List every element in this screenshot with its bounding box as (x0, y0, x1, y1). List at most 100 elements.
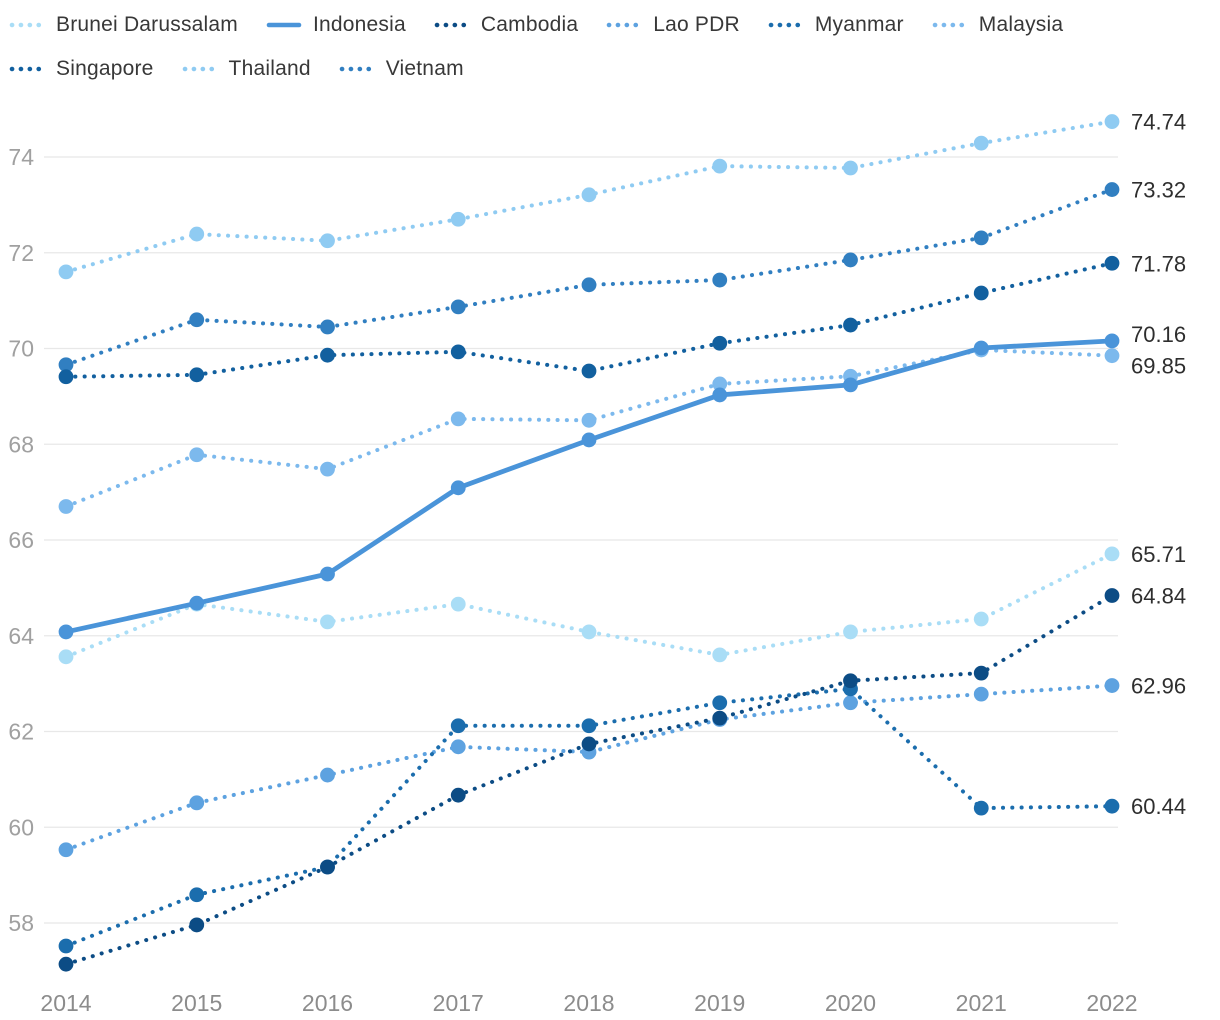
data-point-singapore-2014[interactable] (58, 369, 74, 385)
series-line-lao-pdr (58, 678, 1120, 858)
data-point-singapore-2020[interactable] (843, 317, 858, 333)
data-point-brunei-darussalam-2019[interactable] (712, 647, 728, 663)
legend-item-vietnam[interactable]: Vietnam (338, 57, 464, 81)
data-point-myanmar-2022[interactable] (1104, 798, 1120, 814)
data-point-vietnam-2020[interactable] (843, 252, 858, 268)
data-point-malaysia-2018[interactable] (581, 412, 597, 428)
data-point-lao-pdr-2021[interactable] (973, 686, 989, 702)
legend-item-thailand[interactable]: Thailand (181, 57, 311, 81)
data-point-indonesia-2020[interactable] (843, 377, 858, 393)
data-point-cambodia-2018[interactable] (581, 736, 597, 752)
data-point-vietnam-2014[interactable] (58, 357, 74, 373)
data-point-indonesia-2017[interactable] (450, 480, 466, 496)
y-axis-labels: 58 60 62 64 66 68 70 72 74 (8, 144, 34, 936)
data-point-indonesia-2015[interactable] (189, 595, 205, 611)
data-point-vietnam-2022[interactable] (1104, 182, 1120, 197)
data-point-singapore-2016[interactable] (320, 347, 335, 363)
data-point-malaysia-2015[interactable] (189, 447, 205, 463)
legend-item-label: Lao PDR (653, 13, 740, 36)
legend-item-label: Vietnam (385, 57, 464, 80)
data-point-thailand-2019[interactable] (712, 158, 728, 174)
data-point-vietnam-2021[interactable] (973, 230, 989, 246)
legend-item-brunei-darussalam[interactable]: Brunei Darussalam (8, 13, 238, 37)
data-point-myanmar-2014[interactable] (58, 938, 74, 954)
dotted-line-swatch-icon (9, 22, 45, 28)
data-point-cambodia-2022[interactable] (1104, 588, 1120, 603)
data-point-myanmar-2015[interactable] (189, 887, 205, 903)
data-point-malaysia-2022[interactable] (1104, 348, 1120, 364)
y-tick-label: 60 (8, 814, 34, 840)
legend-item-singapore[interactable]: Singapore (8, 57, 154, 81)
data-point-singapore-2015[interactable] (189, 367, 205, 383)
data-point-cambodia-2021[interactable] (973, 665, 989, 681)
legend-item-label: Singapore (56, 57, 154, 80)
data-point-thailand-2022[interactable] (1104, 114, 1120, 129)
data-point-singapore-2017[interactable] (450, 344, 466, 360)
data-point-thailand-2018[interactable] (581, 187, 597, 203)
data-point-singapore-2018[interactable] (581, 363, 597, 379)
data-point-indonesia-2021[interactable] (973, 340, 989, 356)
data-point-malaysia-2019[interactable] (712, 376, 728, 392)
series-line-indonesia (58, 333, 1120, 640)
x-tick-label: 2022 (1086, 990, 1137, 1016)
data-point-cambodia-2014[interactable] (58, 956, 74, 972)
data-point-indonesia-2018[interactable] (581, 432, 597, 448)
data-point-cambodia-2019[interactable] (712, 710, 728, 726)
data-point-lao-pdr-2020[interactable] (843, 695, 858, 711)
data-point-thailand-2020[interactable] (843, 160, 858, 176)
x-tick-label: 2019 (694, 990, 745, 1016)
data-point-brunei-darussalam-2020[interactable] (843, 624, 858, 640)
data-point-singapore-2022[interactable] (1104, 255, 1120, 271)
data-point-lao-pdr-2022[interactable] (1104, 678, 1120, 693)
data-point-lao-pdr-2017[interactable] (450, 739, 466, 755)
x-tick-label: 2020 (825, 990, 876, 1016)
data-point-vietnam-2018[interactable] (581, 277, 597, 293)
legend-item-malaysia[interactable]: Malaysia (931, 13, 1063, 37)
data-point-brunei-darussalam-2014[interactable] (58, 649, 74, 665)
data-point-brunei-darussalam-2022[interactable] (1104, 546, 1120, 562)
data-point-cambodia-2016[interactable] (320, 859, 335, 875)
data-point-malaysia-2014[interactable] (58, 499, 74, 514)
data-point-cambodia-2015[interactable] (189, 917, 205, 933)
data-point-malaysia-2016[interactable] (320, 461, 335, 477)
data-point-thailand-2014[interactable] (58, 264, 74, 280)
data-point-brunei-darussalam-2018[interactable] (581, 624, 597, 640)
data-point-indonesia-2019[interactable] (712, 387, 728, 403)
y-tick-label: 68 (8, 431, 34, 457)
data-point-indonesia-2016[interactable] (320, 566, 335, 582)
legend-item-myanmar[interactable]: Myanmar (767, 13, 904, 37)
data-point-vietnam-2016[interactable] (320, 319, 335, 335)
data-point-cambodia-2017[interactable] (450, 787, 466, 803)
legend-item-lao-pdr[interactable]: Lao PDR (605, 13, 740, 37)
data-point-vietnam-2015[interactable] (189, 312, 205, 328)
data-point-thailand-2015[interactable] (189, 226, 205, 242)
legend-item-label: Myanmar (814, 13, 904, 36)
y-tick-label: 66 (8, 527, 34, 553)
data-point-brunei-darussalam-2017[interactable] (450, 596, 466, 612)
data-point-vietnam-2019[interactable] (712, 272, 728, 288)
data-point-vietnam-2017[interactable] (450, 299, 466, 315)
data-point-malaysia-2017[interactable] (450, 411, 466, 427)
data-point-thailand-2021[interactable] (973, 135, 989, 151)
data-point-lao-pdr-2014[interactable] (58, 842, 74, 858)
data-point-singapore-2021[interactable] (973, 285, 989, 301)
data-point-myanmar-2017[interactable] (450, 718, 466, 734)
data-point-brunei-darussalam-2021[interactable] (973, 611, 989, 627)
data-point-myanmar-2021[interactable] (973, 800, 989, 816)
data-point-thailand-2016[interactable] (320, 233, 335, 249)
data-point-singapore-2019[interactable] (712, 335, 728, 351)
x-tick-label: 2015 (171, 990, 222, 1016)
x-tick-label: 2017 (433, 990, 484, 1016)
data-point-cambodia-2020[interactable] (843, 673, 858, 689)
data-point-brunei-darussalam-2016[interactable] (320, 614, 335, 630)
data-point-thailand-2017[interactable] (450, 211, 466, 227)
data-point-myanmar-2019[interactable] (712, 695, 728, 711)
data-point-lao-pdr-2015[interactable] (189, 795, 205, 811)
data-point-lao-pdr-2016[interactable] (320, 767, 335, 783)
data-point-indonesia-2022[interactable] (1104, 333, 1120, 349)
data-point-myanmar-2018[interactable] (581, 718, 597, 734)
legend-item-cambodia[interactable]: Cambodia (433, 13, 578, 37)
data-point-indonesia-2014[interactable] (58, 624, 74, 640)
legend-item-indonesia[interactable]: Indonesia (265, 13, 406, 37)
